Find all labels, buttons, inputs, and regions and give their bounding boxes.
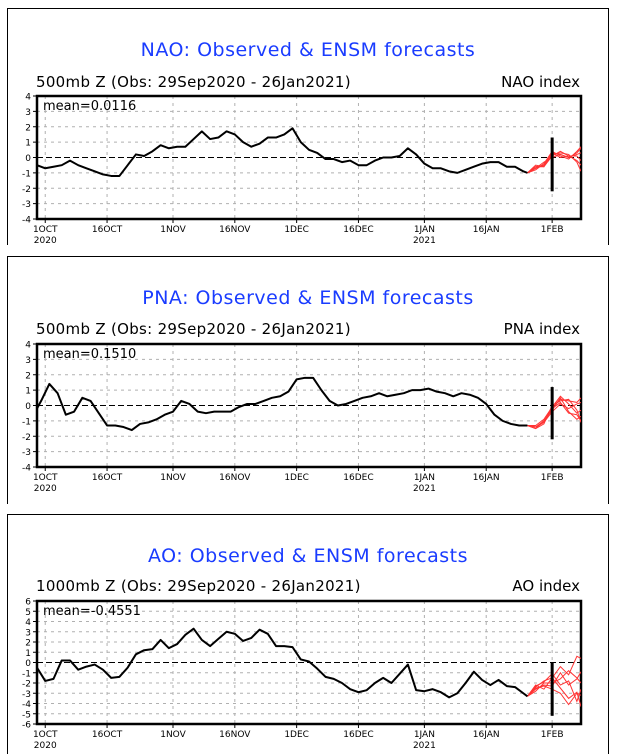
x-tick-label: 16NOV [219,225,251,235]
y-tick-label: -1 [22,169,31,179]
mean-label: mean=-0.4551 [43,604,141,619]
y-tick-label: -3 [22,448,31,458]
y-tick-label: 3 [25,108,31,118]
mean-label: mean=0.1510 [43,347,136,362]
x-tick-label: 1OCT [33,473,58,483]
x-tick-label: 16JAN [473,225,500,235]
x-tick-label: 1OCT [33,225,58,235]
x-tick-label: 16NOV [219,730,251,740]
index-label: AO index [512,577,580,595]
x-tick-label: 1JAN [414,730,435,740]
chart-subtitle: 500mb Z (Obs: 29Sep2020 - 26Jan2021) [36,73,351,91]
x-tick-year-label: 2020 [34,484,57,494]
x-tick-label: 16JAN [473,473,500,483]
x-tick-label: 16DEC [343,730,373,740]
y-tick-label: 0 [25,402,31,412]
forecast-member-line [527,401,581,430]
index-label: PNA index [503,320,580,338]
forecast-member-line [527,395,581,426]
x-tick-label: 1JAN [414,473,435,483]
x-tick-label: 16DEC [343,473,373,483]
forecast-member-line [527,152,581,174]
x-tick-label: 16OCT [92,225,123,235]
chart-title: PNA: Observed & ENSM forecasts [142,287,474,309]
chart-subtitle: 500mb Z (Obs: 29Sep2020 - 26Jan2021) [36,320,351,338]
mean-label: mean=0.0116 [43,99,136,114]
x-tick-label: 16DEC [343,225,373,235]
forecast-member-line [527,673,581,703]
y-tick-label: -3 [22,200,31,210]
y-tick-label: 0 [25,154,31,164]
y-tick-label: -4 [22,700,31,710]
x-tick-label: 1DEC [284,225,309,235]
y-tick-label: 2 [25,123,31,133]
x-tick-label: 1DEC [284,473,309,483]
forecast-member-line [527,397,581,428]
plot-frame [35,94,583,221]
plot-frame [35,342,583,469]
x-tick-label: 16NOV [219,473,251,483]
x-tick-year-label: 2021 [413,741,436,751]
plot-frame [35,599,583,726]
forecast-member-line [527,152,581,174]
y-tick-label: -2 [22,185,31,195]
y-tick-label: -1 [22,417,31,427]
x-tick-label: 1FEB [541,730,564,740]
x-tick-label: 16OCT [92,473,123,483]
chart-subtitle: 1000mb Z (Obs: 29Sep2020 - 26Jan2021) [36,577,361,595]
y-tick-label: -1 [22,669,31,679]
forecast-member-line [527,146,581,174]
y-tick-label: -5 [22,710,31,720]
x-tick-label: 1NOV [160,730,186,740]
x-tick-year-label: 2020 [34,741,57,751]
observed-line [36,627,529,699]
x-tick-label: 1FEB [541,225,564,235]
y-tick-label: 2 [25,639,31,649]
x-tick-label: 16OCT [92,730,123,740]
x-tick-year-label: 2020 [34,236,57,246]
y-tick-label: 5 [25,608,31,618]
y-tick-label: 3 [25,356,31,366]
nao-chart-panel: NAO: Observed & ENSM forecasts 500mb Z (… [7,8,609,246]
y-tick-label: 1 [25,649,31,659]
y-tick-label: 6 [25,598,31,608]
observed-line [36,127,528,177]
y-tick-label: -2 [22,433,31,443]
y-tick-label: 1 [25,139,31,149]
forecast-member-line [527,670,581,697]
pna-chart-panel: PNA: Observed & ENSM forecasts 500mb Z (… [7,256,609,504]
chart-title: NAO: Observed & ENSM forecasts [140,39,476,61]
x-tick-label: 1NOV [160,225,186,235]
forecast-member-line [527,152,581,174]
y-tick-label: 1 [25,387,31,397]
y-tick-label: 0 [25,659,31,669]
y-tick-label: -2 [22,680,31,690]
y-tick-label: 2 [25,371,31,381]
x-tick-year-label: 2021 [413,484,436,494]
chart-title: AO: Observed & ENSM forecasts [148,545,468,567]
observed-line [36,376,528,432]
y-tick-label: -6 [22,721,31,731]
x-tick-label: 16JAN [473,730,500,740]
x-tick-year-label: 2021 [413,236,436,246]
x-tick-label: 1NOV [160,473,186,483]
x-tick-label: 1JAN [414,225,435,235]
ao-chart-panel: AO: Observed & ENSM forecasts 1000mb Z (… [7,514,609,754]
y-tick-label: 4 [25,93,31,103]
x-tick-label: 1OCT [33,730,58,740]
y-tick-label: 4 [25,618,31,628]
x-tick-label: 1FEB [541,473,564,483]
y-tick-label: 4 [25,341,31,351]
y-tick-label: -4 [22,464,31,474]
forecast-member-line [527,401,581,428]
x-tick-label: 1DEC [284,730,309,740]
index-label: NAO index [501,73,580,91]
forecast-member-line [527,685,581,706]
y-tick-label: 3 [25,628,31,638]
y-tick-label: -3 [22,690,31,700]
y-tick-label: -4 [22,216,31,226]
